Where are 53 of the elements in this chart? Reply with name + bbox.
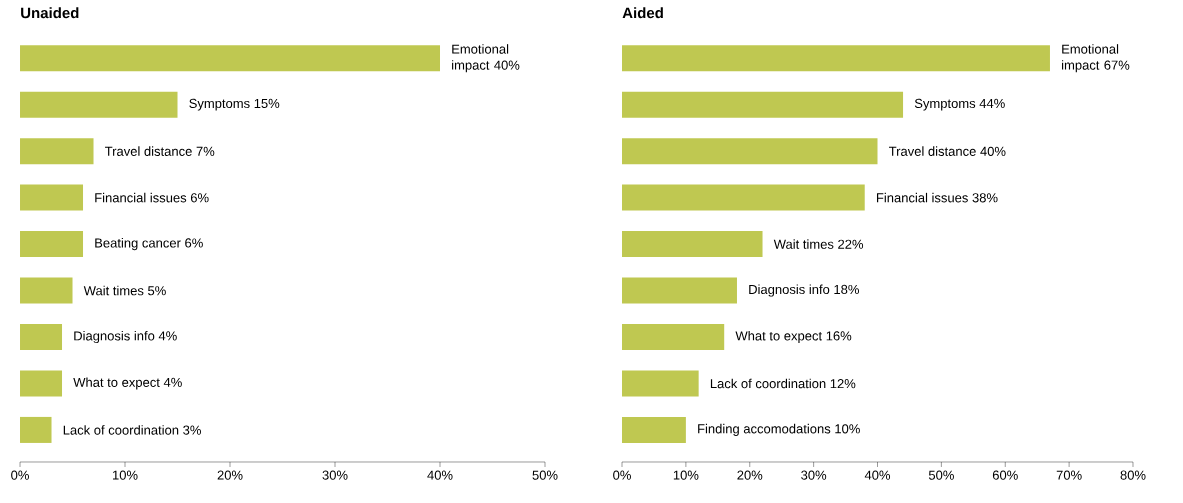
x-tick-label: 30% [801, 470, 827, 480]
category-label: What to expect 4% [73, 377, 182, 390]
bar [622, 45, 1050, 72]
bar [20, 231, 84, 258]
chart-title: Unaided [21, 7, 79, 19]
category-label: Financial issues 38% [876, 192, 998, 203]
x-tick-label: 40% [864, 470, 891, 480]
bar [20, 184, 84, 211]
bar [20, 277, 73, 304]
category-label: What to expect 16% [735, 330, 852, 344]
x-tick-label: 70% [1056, 470, 1082, 480]
bar [622, 370, 699, 397]
bar [622, 277, 737, 304]
bar [622, 231, 763, 258]
bar [20, 416, 52, 443]
category-label: Wait times 22% [773, 239, 864, 249]
bar [20, 45, 440, 72]
category-label: Emotional impact 67% [1062, 44, 1130, 73]
category-label: Symptoms 44% [914, 98, 1005, 111]
x-tick-label: 0% [11, 470, 29, 480]
x-tick-label: 0% [613, 470, 631, 480]
x-tick-label: 20% [737, 470, 763, 480]
x-tick-label: 20% [217, 470, 243, 480]
category-label: Travel distance 7% [105, 146, 215, 156]
category-label: Lack of coordination 3% [63, 425, 201, 435]
category-label: Financial issues 6% [95, 192, 209, 203]
category-label: Beating cancer 6% [95, 238, 203, 251]
bar [20, 370, 63, 397]
x-tick-label: 10% [673, 470, 699, 480]
category-label: Travel distance 40% [889, 146, 1006, 156]
category-label: Symptoms 15% [189, 98, 280, 111]
bar [20, 138, 94, 165]
bar [622, 138, 878, 165]
x-tick-label: 10% [112, 470, 138, 480]
category-label: Emotional impact 40% [452, 44, 520, 73]
bar [622, 184, 865, 211]
category-label: Lack of coordination 12% [710, 378, 856, 389]
category-label: Diagnosis info 18% [749, 284, 859, 297]
x-tick-label: 40% [427, 470, 453, 480]
category-label: Wait times 5% [83, 285, 166, 296]
x-tick-label: 60% [992, 470, 1018, 480]
x-tick-label: 50% [928, 470, 954, 480]
bar [622, 323, 725, 351]
bar [622, 91, 904, 118]
bar [622, 416, 686, 443]
x-tick-label: 80% [1120, 470, 1146, 480]
bar [20, 323, 63, 351]
category-label: Diagnosis info 4% [74, 330, 177, 344]
x-tick-label: 30% [322, 470, 348, 480]
chart-title: Aided [622, 7, 663, 19]
x-tick-label: 50% [532, 470, 558, 480]
bar [20, 91, 178, 118]
category-label: Finding accomodations 10% [698, 423, 860, 436]
